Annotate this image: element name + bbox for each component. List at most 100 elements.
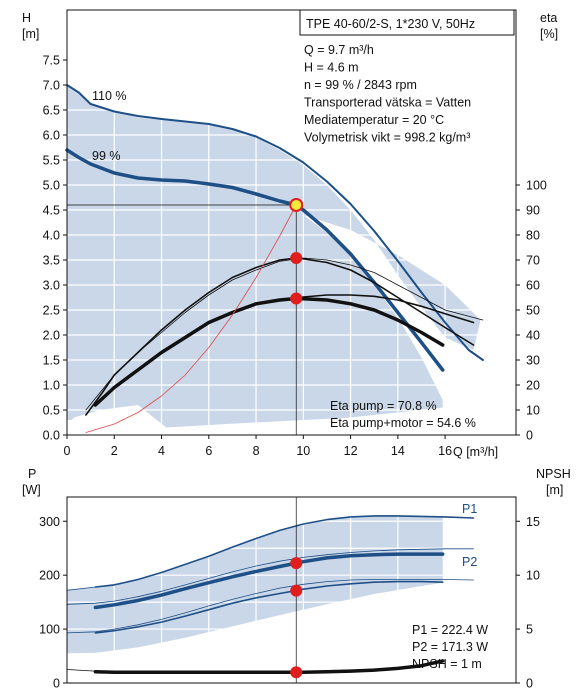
operating-region-fill	[67, 85, 481, 428]
bottom-y2-ticks: 0 5 10 15	[516, 515, 540, 691]
top-x-tick-label: 16	[438, 444, 452, 458]
top-y-tick-label: 4.0	[43, 229, 60, 243]
top-x-tick-label: 8	[253, 444, 260, 458]
top-y2-tick-label: 0	[526, 429, 533, 443]
top-y2-ticks: 0 10 20 30 40 50 60 70 80 90 100	[516, 179, 547, 443]
top-y-tick-label: 2.0	[43, 329, 60, 343]
series-npsh_ref	[66, 669, 96, 672]
top-y-tick-label: 7.0	[43, 79, 60, 93]
operating-point	[289, 198, 304, 212]
bottom-markers	[290, 497, 303, 683]
top-y-tick-label: 3.5	[43, 254, 60, 268]
top-y2-tick-label: 30	[526, 354, 540, 368]
series-npsh	[93, 659, 445, 674]
eta-pump-text: Eta pump = 70.8 %	[330, 399, 437, 413]
curve-label-p2: P2	[462, 555, 477, 569]
top-y-ticks: 0.0 0.5 1.0 1.5 2.0 2.5 3.0 3.5 4.0 4.5 5.0 5.5 6.0 6…	[43, 54, 67, 443]
curve-label-110: 110 %	[92, 89, 127, 103]
pump-name: TPE 40-60/2-S, 1*230 V, 50Hz	[306, 17, 475, 31]
top-plot-frame	[66, 9, 517, 436]
top-y-tick-label: 1.0	[43, 379, 60, 393]
top-y-tick-label: 6.5	[43, 104, 60, 118]
info-line: Volymetrisk vikt = 998.2 kg/m³	[304, 131, 470, 145]
bottom-y-tick-label: 300	[39, 515, 60, 529]
top-y2-tick-label: 70	[526, 254, 540, 268]
top-y-tick-label: 4.5	[43, 204, 60, 218]
npsh-value-text: NPSH = 1 m	[412, 657, 482, 671]
bottom-y2-tick-label: 5	[526, 623, 533, 637]
top-x-tick-label: 10	[296, 444, 310, 458]
series-p1_op	[93, 552, 445, 610]
p1-value-text: P1 = 222.4 W	[412, 623, 488, 637]
eta-point-1	[290, 292, 303, 305]
series-head_max	[66, 84, 484, 361]
bottom-y-tick-label: 200	[39, 569, 60, 583]
bottom-y-tick-label: 100	[39, 623, 60, 637]
top-x-tick-label: 14	[391, 444, 405, 458]
bottom-y-ticks: 0 100 200 300	[39, 515, 67, 691]
power-range-region	[67, 515, 443, 654]
bottom-y2-label-line1: NPSH	[536, 467, 571, 481]
operating-range-region	[67, 85, 481, 428]
series-system_curve	[85, 204, 297, 433]
operating-info-block: Q = 9.7 m³/h H = 4.6 m n = 99 % / 2843 rpm…	[304, 43, 471, 145]
bottom-curves	[66, 515, 475, 674]
series-p_top_ref	[66, 586, 96, 591]
top-y-tick-label: 3.0	[43, 279, 60, 293]
power-npsh-panel: 0 100 200 300 0 5 10 15 P [W] NPSH [m] P1 = 22…	[22, 467, 571, 691]
top-y2-tick-label: 60	[526, 279, 540, 293]
pump-name-box	[299, 9, 515, 36]
top-x-tick-label: 6	[205, 444, 212, 458]
top-y2-tick-label: 20	[526, 379, 540, 393]
top-y-tick-label: 5.0	[43, 179, 60, 193]
series-p2_op	[94, 580, 444, 634]
bottom-y2-tick-label: 15	[526, 515, 540, 529]
top-x-tick-label: 4	[158, 444, 165, 458]
eta-point-0	[290, 252, 303, 264]
top-y-label-line2: [m]	[22, 27, 39, 41]
bottom-y-tick-label: 0	[53, 677, 60, 691]
top-x-tick-label: 12	[344, 444, 358, 458]
top-y-tick-label: 7.5	[43, 54, 60, 68]
top-y2-label-line2: [%]	[540, 27, 558, 41]
info-line: Transporterad vätska = Vatten	[304, 96, 471, 110]
power-point-1	[290, 584, 303, 597]
bottom-y2-tick-label: 0	[526, 677, 533, 691]
p2-value-text: P2 = 171.3 W	[412, 640, 488, 654]
power-point-0	[290, 557, 303, 570]
top-x-axis-label: Q [m³/h]	[453, 445, 498, 459]
bottom-y-label-line1: P	[28, 467, 36, 481]
top-markers	[67, 198, 304, 435]
bottom-y2-tick-label: 10	[526, 569, 540, 583]
series-eta_total	[93, 296, 445, 407]
series-eta_pump_ref	[85, 257, 484, 411]
top-y2-label-line1: eta	[540, 11, 557, 25]
top-y2-tick-label: 80	[526, 229, 540, 243]
curve-label-p1: P1	[462, 502, 477, 516]
power-region-fill	[67, 515, 443, 654]
info-line: Q = 9.7 m³/h	[304, 43, 374, 57]
info-line: H = 4.6 m	[304, 61, 359, 75]
eta-pump-motor-text: Eta pump+motor = 54.6 %	[330, 416, 476, 430]
top-y2-tick-label: 10	[526, 404, 540, 418]
top-y-tick-label: 5.5	[43, 154, 60, 168]
top-y-label-line1: H	[22, 11, 31, 25]
bottom-plot-frame	[66, 496, 517, 684]
head-efficiency-panel: 0.0 0.5 1.0 1.5 2.0 2.5 3.0 3.5 4.0 4.5 5.0 5.5 6.0 6…	[22, 9, 558, 459]
info-line: Mediatemperatur = 20 °C	[304, 113, 444, 127]
top-y-tick-label: 1.5	[43, 354, 60, 368]
top-y2-tick-label: 40	[526, 329, 540, 343]
bottom-y-label-line2: [W]	[22, 483, 41, 497]
top-curves	[65, 84, 484, 433]
top-x-tick-label: 0	[64, 444, 71, 458]
series-eta_total_max	[295, 294, 475, 324]
power-point-2	[290, 666, 303, 679]
top-x-tick-label: 2	[111, 444, 118, 458]
bottom-y2-label-line2: [m]	[546, 483, 563, 497]
top-y-tick-label: 0.5	[43, 404, 60, 418]
top-y-tick-label: 0.0	[43, 429, 60, 443]
info-line: n = 99 % / 2843 rpm	[304, 78, 417, 92]
top-x-ticks: 0 2 4 6 8 10 12 14 16	[64, 435, 452, 458]
